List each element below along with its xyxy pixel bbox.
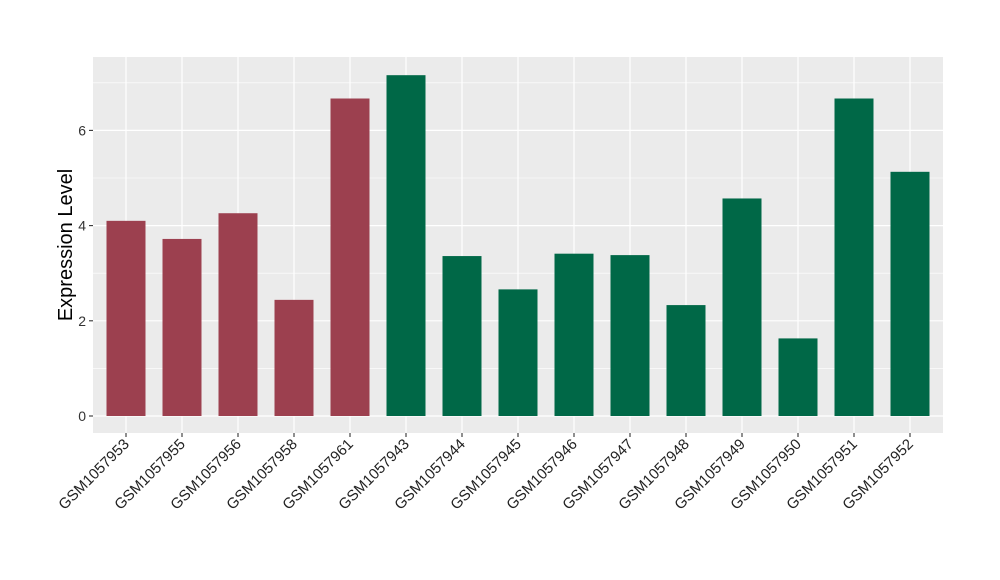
bar-GSM1057945 — [498, 289, 538, 416]
bar-GSM1057952 — [890, 171, 930, 416]
bar-GSM1057950 — [778, 338, 818, 416]
bar-GSM1057949 — [722, 198, 762, 416]
bar-GSM1057948 — [666, 305, 706, 416]
y-tick-label: 6 — [78, 122, 86, 138]
y-tick-label: 4 — [78, 218, 86, 234]
bar-GSM1057958 — [274, 299, 314, 416]
y-tick-label: 2 — [78, 313, 86, 329]
bar-GSM1057947 — [610, 255, 650, 416]
bar-GSM1057951 — [834, 98, 874, 417]
bar-GSM1057953 — [106, 220, 146, 416]
bars — [106, 75, 930, 417]
x-axis: GSM1057953GSM1057955GSM1057956GSM1057958… — [55, 433, 917, 513]
y-axis: 0 2 4 6 — [78, 122, 93, 424]
bar-GSM1057961 — [330, 98, 370, 417]
bar-GSM1057946 — [554, 253, 594, 416]
y-tick-label: 0 — [78, 408, 86, 424]
bar-GSM1057944 — [442, 256, 482, 416]
bar-GSM1057956 — [218, 213, 258, 416]
bar-GSM1057955 — [162, 238, 202, 416]
bar-GSM1057943 — [386, 75, 426, 417]
y-axis-title: Expression Level — [55, 169, 77, 321]
